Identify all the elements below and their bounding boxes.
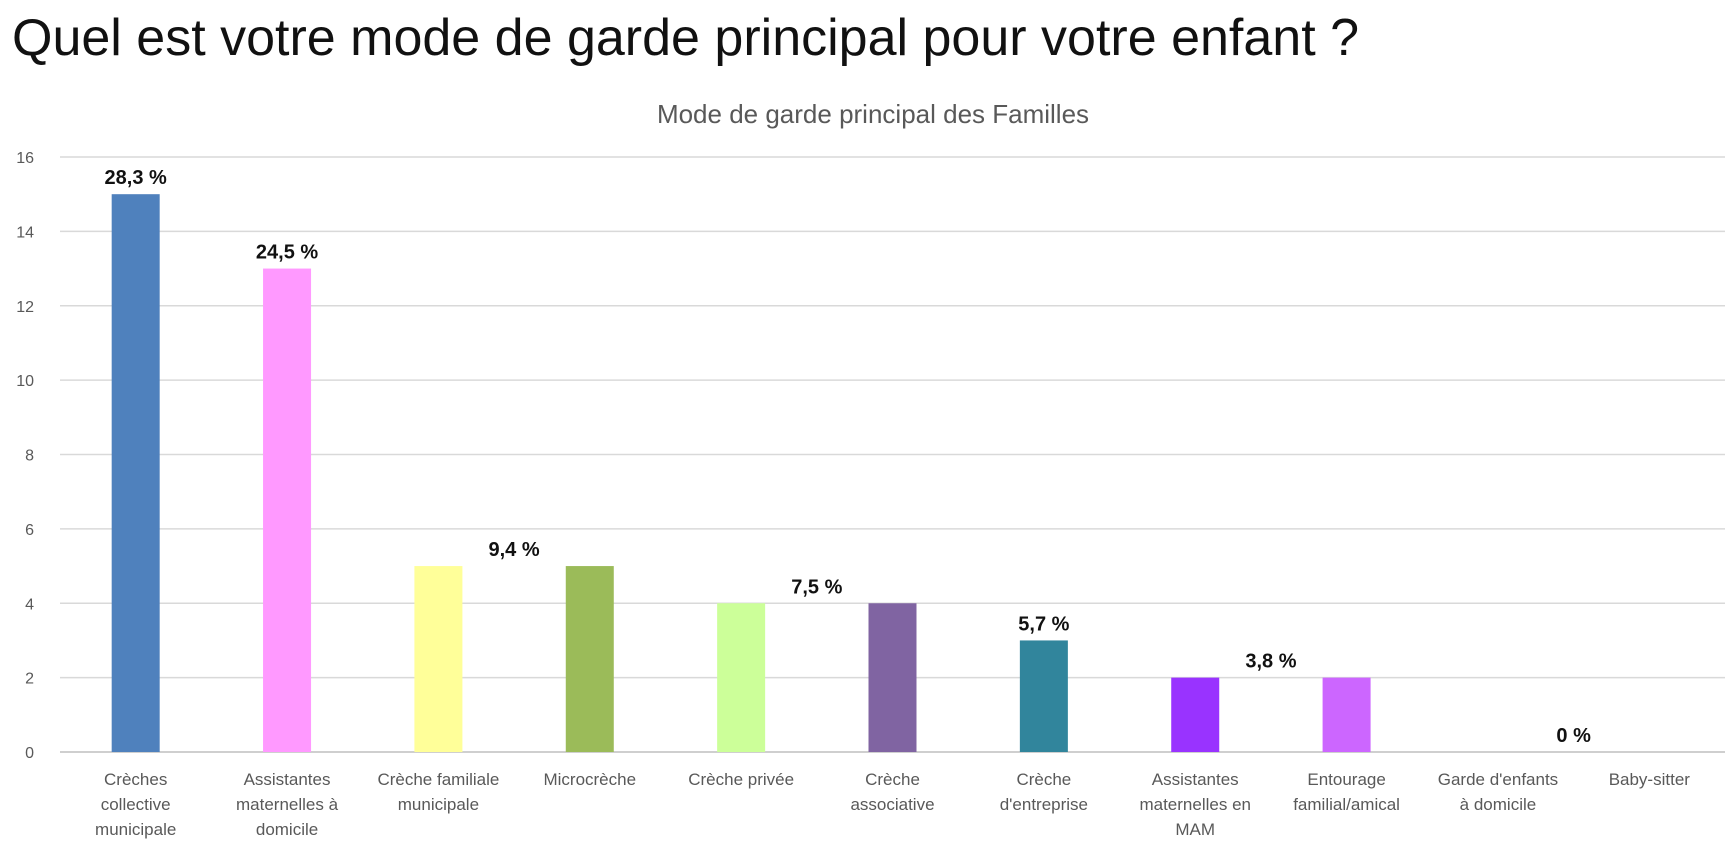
x-tick-label-line: familial/amical [1293, 795, 1400, 814]
bar-chart: Mode de garde principal des Familles 024… [16, 99, 1725, 839]
bar [868, 603, 917, 752]
x-tick-label-line: à domicile [1460, 795, 1537, 814]
bar [1171, 677, 1220, 752]
data-label: 9,4 % [489, 539, 540, 561]
data-labels: 28,3 % 24,5 % 9,4 % 7,5 % 5,7 % 3,8 % 0 % [105, 167, 1592, 747]
bar [1322, 677, 1371, 752]
data-label: 24,5 % [256, 242, 318, 264]
data-label: 5,7 % [1018, 613, 1069, 635]
x-tick-label: Crèche familiale municipale [377, 770, 499, 814]
x-tick-label: Baby-sitter [1609, 770, 1691, 789]
gridlines [60, 156, 1725, 753]
x-tick-label-line: collective [101, 795, 171, 814]
y-tick-label: 0 [25, 745, 34, 762]
x-tick-label: Crèche d'entreprise [1000, 770, 1088, 814]
x-tick-label-line: associative [850, 795, 934, 814]
x-tick-label: Assistantes maternelles en MAM [1139, 770, 1251, 839]
x-tick-label: Crèche privée [688, 770, 794, 789]
x-tick-label-line: d'entreprise [1000, 795, 1088, 814]
data-label: 28,3 % [105, 167, 167, 189]
x-tick-label: Garde d'enfants à domicile [1438, 770, 1558, 814]
bar [111, 194, 160, 752]
bar [565, 566, 614, 752]
y-tick-label: 8 [25, 448, 34, 465]
chart-title: Mode de garde principal des Familles [657, 99, 1089, 129]
x-tick-label-line: Baby-sitter [1609, 770, 1691, 789]
x-tick-label-line: maternelles en [1139, 795, 1251, 814]
page-title: Quel est votre mode de garde principal p… [12, 9, 1360, 67]
x-tick-label-line: domicile [256, 820, 318, 839]
x-tick-label-line: Crèches [104, 770, 167, 789]
x-tick-label-line: Entourage [1307, 770, 1385, 789]
x-tick-label-line: municipale [95, 820, 176, 839]
x-tick-label-line: municipale [398, 795, 479, 814]
x-tick-label-line: Crèche [865, 770, 920, 789]
bars [111, 194, 1371, 752]
bar [414, 566, 463, 752]
data-label: 3,8 % [1245, 651, 1296, 673]
bar [1019, 640, 1068, 752]
x-tick-label-line: Crèche [1016, 770, 1071, 789]
y-tick-label: 16 [16, 150, 34, 167]
y-axis-ticks: 0 2 4 6 8 10 12 14 16 [16, 150, 34, 762]
x-tick-label: Entourage familial/amical [1293, 770, 1400, 814]
x-axis-labels: Crèches collective municipale Assistantes ma… [95, 770, 1690, 839]
bar [263, 268, 312, 752]
y-tick-label: 10 [16, 373, 34, 390]
y-tick-label: 4 [25, 596, 34, 613]
y-tick-label: 6 [25, 522, 34, 539]
x-tick-label: Microcrèche [543, 770, 636, 789]
y-tick-label: 2 [25, 671, 34, 688]
x-tick-label-line: Crèche privée [688, 770, 794, 789]
x-tick-label-line: Assistantes [1152, 770, 1239, 789]
x-tick-label-line: Assistantes [244, 770, 331, 789]
data-label: 7,5 % [791, 576, 842, 598]
bar [717, 603, 766, 752]
x-tick-label: Assistantes maternelles à domicile [236, 770, 339, 839]
x-tick-label-line: maternelles à [236, 795, 339, 814]
x-tick-label-line: Garde d'enfants [1438, 770, 1558, 789]
x-tick-label-line: MAM [1175, 820, 1215, 839]
y-tick-label: 14 [16, 224, 34, 241]
y-tick-label: 12 [16, 299, 34, 316]
x-tick-label: Crèche associative [850, 770, 934, 814]
x-tick-label: Crèches collective municipale [95, 770, 176, 839]
data-label: 0 % [1556, 725, 1591, 747]
x-tick-label-line: Crèche familiale [377, 770, 499, 789]
x-tick-label-line: Microcrèche [543, 770, 636, 789]
